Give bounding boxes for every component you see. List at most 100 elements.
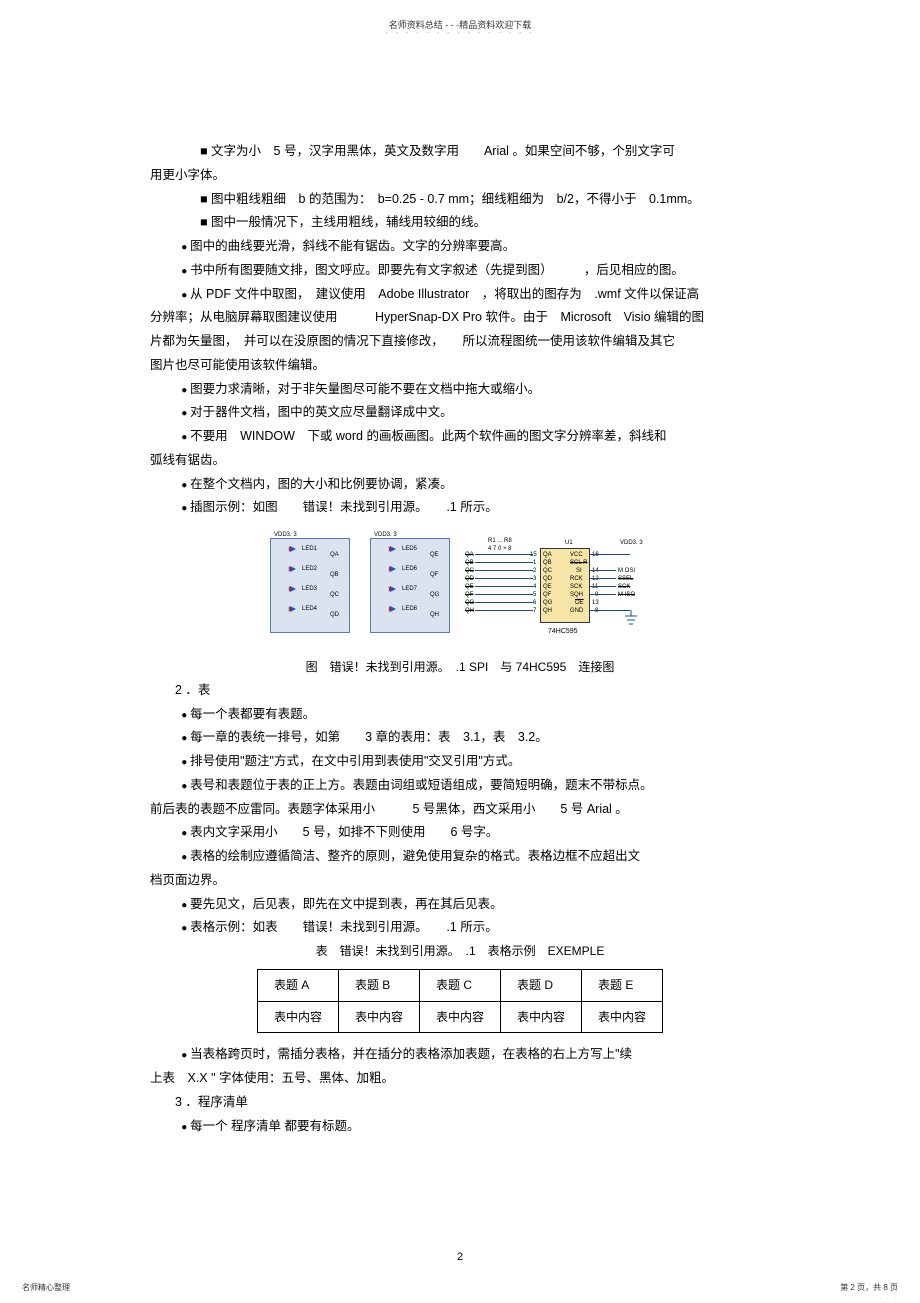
table-cell: 表中内容 [338, 1001, 419, 1033]
table-header-cell: 表题 E [582, 969, 663, 1001]
table-header-cell: 表题 D [501, 969, 582, 1001]
body-line: 插图示例：如图 错误！未找到引用源。 .1 所示。 [150, 496, 770, 520]
body-line: 表格的绘制应遵循简洁、整齐的原则，避免使用复杂的格式。表格边框不应超出文 [150, 845, 770, 869]
led-label: LED1 [302, 544, 317, 555]
q-label: QF [430, 570, 438, 581]
body-line: 图中粗线粗细 b 的范围为： b=0.25 - 0.7 mm；细线粗细为 b/2… [150, 188, 770, 212]
led-label: LED2 [302, 564, 317, 575]
footer-right-dots: . . . . . . . [850, 1295, 898, 1301]
led-label: LED6 [402, 564, 417, 575]
body-line: 图中一般情况下，主线用粗线，辅线用较细的线。 [150, 211, 770, 235]
wire [475, 594, 533, 595]
signal-label: M ISO [618, 590, 635, 601]
vdd-label: VDD3. 3 [274, 530, 297, 541]
body-line: 要先见文，后见表，即先在文中提到表，再在其后见表。 [150, 893, 770, 917]
led-label: LED7 [402, 584, 417, 595]
body-line: 每一章的表统一排号，如第 3 章的表用：表 3.1，表 3.2。 [150, 726, 770, 750]
body-line: 图片也尽可能使用该软件编辑。 [150, 354, 770, 378]
wire [590, 578, 616, 579]
footer-left: 名师精心整理 [22, 1282, 70, 1293]
wire [590, 554, 630, 555]
chip-pin: QH [543, 606, 552, 617]
wire [475, 610, 533, 611]
body-line: 从 PDF 文件中取图， 建议使用 Adobe Illustrator ，将取出… [150, 283, 770, 307]
table-cell: 表中内容 [501, 1001, 582, 1033]
q-label: QE [430, 550, 439, 561]
pin-num: 8 [595, 606, 598, 617]
section-title: 3 ．程序清单 [150, 1091, 770, 1115]
chip-pin: GND [570, 606, 583, 617]
q-label: QG [430, 590, 439, 601]
vdd-label: VDD3. 3 [374, 530, 397, 541]
body-line: 图中的曲线要光滑，斜线不能有锯齿。文字的分辨率要高。 [150, 235, 770, 259]
body-line: 用更小字体。 [150, 164, 770, 188]
led-label: LED4 [302, 604, 317, 615]
q-label: QC [330, 590, 339, 601]
table-header-cell: 表题 B [338, 969, 419, 1001]
pin-num: 16 [592, 550, 599, 561]
footer-right: 第 2 页，共 8 页 [840, 1282, 898, 1293]
circuit-diagram-container: VDD3. 3 LED1 QA LED2 QB LED3 QC LED4 QD … [150, 528, 770, 648]
q-wire-label: QH [465, 606, 474, 617]
led-label: LED8 [402, 604, 417, 615]
body-line: 档页面边界。 [150, 869, 770, 893]
body-line: 书中所有图要随文排，图文呼应。即要先有文字叙述（先提到图） ，后见相应的图。 [150, 259, 770, 283]
wire [590, 610, 630, 611]
wire [590, 586, 616, 587]
body-line: 每一个表都要有表题。 [150, 703, 770, 727]
example-table: 表题 A 表题 B 表题 C 表题 D 表题 E 表中内容 表中内容 表中内容 … [257, 969, 663, 1034]
led-icon [388, 586, 392, 592]
ground-icon [625, 610, 637, 628]
wire [475, 602, 533, 603]
q-label: QB [330, 570, 339, 581]
body-line: 在整个文档内，图的大小和比例要协调，紧凑。 [150, 473, 770, 497]
footer-left-dots: . . . . . . . [22, 1295, 70, 1301]
vdd-label: VDD3. 3 [620, 538, 643, 549]
body-line: 片都为矢量图， 并可以在没原图的情况下直接修改， 所以流程图统一使用该软件编辑及… [150, 330, 770, 354]
led-icon [288, 606, 292, 612]
q-label: QH [430, 610, 439, 621]
body-line: 表内文字采用小 5 号，如排不下则使用 6 号字。 [150, 821, 770, 845]
body-line: 图要力求清晰，对于非矢量图尽可能不要在文档中拖大或缩小。 [150, 378, 770, 402]
wire [475, 570, 533, 571]
body-line: 分辨率；从电脑屏幕取图建议使用 HyperSnap-DX Pro 软件。由于 M… [150, 306, 770, 330]
pin-num: 7 [533, 606, 536, 617]
body-line: 前后表的表题不应雷同。表题字体采用小 5 号黑体，西文采用小 5 号 Arial… [150, 798, 770, 822]
body-line: 排号使用"题注"方式，在文中引用到表使用"交叉引用"方式。 [150, 750, 770, 774]
body-line: 弧线有锯齿。 [150, 449, 770, 473]
table-row: 表中内容 表中内容 表中内容 表中内容 表中内容 [257, 1001, 662, 1033]
table-caption: 表 错误！未找到引用源。 .1 表格示例 EXEMPLE [150, 940, 770, 963]
table-cell: 表中内容 [419, 1001, 500, 1033]
page-number: 2 [0, 1251, 920, 1263]
q-label: QD [330, 610, 339, 621]
wire [475, 578, 533, 579]
led-icon [288, 566, 292, 572]
page-header-dots: - - - - - - - - - - - - - - - [0, 30, 920, 37]
section-title: 2 ．表 [150, 679, 770, 703]
led-label: LED3 [302, 584, 317, 595]
led-label: LED5 [402, 544, 417, 555]
body-line: 表号和表题位于表的正上方。表题由词组或短语组成，要简短明确，题末不带标点。 [150, 774, 770, 798]
table-cell: 表中内容 [257, 1001, 338, 1033]
body-line: 每一个 程序清单 都要有标题。 [150, 1115, 770, 1139]
led-icon [388, 606, 392, 612]
table-row: 表题 A 表题 B 表题 C 表题 D 表题 E [257, 969, 662, 1001]
body-line: 上表 X.X " 字体使用：五号、黑体、加粗。 [150, 1067, 770, 1091]
wire [475, 586, 533, 587]
led-icon [288, 546, 292, 552]
body-line: 表格示例：如表 错误！未找到引用源。 .1 所示。 [150, 916, 770, 940]
body-line: 文字为小 5 号，汉字用黑体，英文及数字用 Arial 。如果空间不够，个别文字… [150, 140, 770, 164]
table-cell: 表中内容 [582, 1001, 663, 1033]
table-header-cell: 表题 C [419, 969, 500, 1001]
led-icon [388, 546, 392, 552]
document-body: 文字为小 5 号，汉字用黑体，英文及数字用 Arial 。如果空间不够，个别文字… [150, 140, 770, 1138]
table-header-cell: 表题 A [257, 969, 338, 1001]
diagram-caption: 图 错误！未找到引用源。 .1 SPI 与 74HC595 连接图 [150, 656, 770, 679]
circuit-diagram: VDD3. 3 LED1 QA LED2 QB LED3 QC LED4 QD … [260, 528, 660, 648]
q-label: QA [330, 550, 339, 561]
wire [590, 594, 616, 595]
wire [475, 554, 533, 555]
body-line: 对于器件文档，图中的英文应尽量翻译成中文。 [150, 401, 770, 425]
body-line: 当表格跨页时，需插分表格，并在插分的表格添加表题，在表格的右上方写上"续 [150, 1043, 770, 1067]
body-line: 不要用 WINDOW 下或 word 的画板画图。此两个软件画的图文字分辨率差，… [150, 425, 770, 449]
